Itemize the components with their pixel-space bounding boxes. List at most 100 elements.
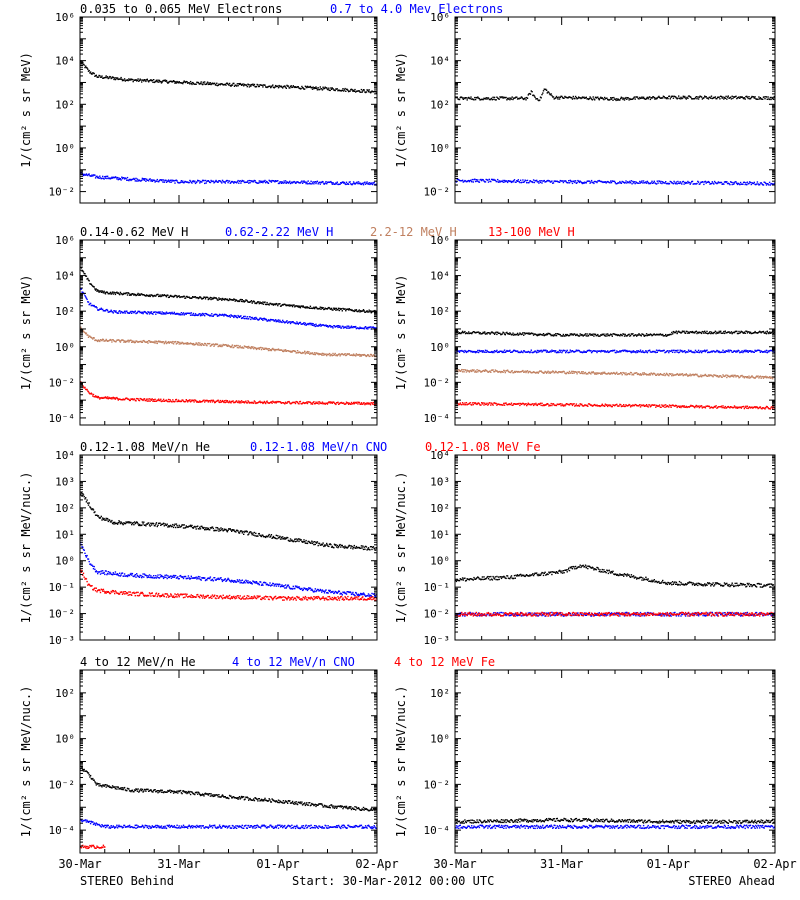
data-point (197, 296, 199, 299)
data-point (587, 335, 589, 337)
data-point (490, 97, 493, 100)
data-point (484, 331, 486, 333)
data-point (691, 351, 693, 353)
data-point (497, 331, 499, 333)
data-point (732, 181, 734, 184)
data-point (736, 97, 738, 100)
data-point (496, 349, 498, 352)
data-point (496, 180, 498, 183)
data-point (220, 344, 222, 346)
data-point (136, 311, 139, 314)
data-point (301, 403, 303, 405)
data-point (525, 180, 527, 182)
data-point (710, 332, 712, 335)
data-point (700, 332, 703, 335)
data-point (289, 350, 291, 352)
data-point (126, 341, 128, 343)
data-point (272, 400, 274, 402)
data-point (155, 311, 158, 313)
data-point (158, 398, 160, 400)
data-point (163, 313, 165, 315)
data-point (117, 292, 119, 294)
data-point (517, 334, 519, 336)
data-point (647, 181, 649, 184)
data-point (613, 350, 615, 352)
data-point (238, 300, 241, 303)
data-point (330, 180, 332, 183)
data-point (217, 84, 219, 86)
data-point (563, 180, 565, 182)
data-point (342, 88, 344, 90)
data-point (91, 337, 93, 339)
data-point (609, 182, 611, 184)
data-point (322, 324, 324, 326)
data-point (516, 180, 519, 182)
data-point (587, 98, 590, 101)
data-point (128, 78, 130, 80)
data-point (498, 351, 500, 353)
data-point (284, 349, 287, 351)
data-point (160, 82, 163, 84)
data-point (632, 350, 635, 352)
data-point (260, 317, 262, 319)
data-point (293, 180, 295, 183)
data-point (662, 349, 665, 352)
data-point (248, 86, 251, 88)
data-point (628, 182, 630, 184)
data-point (85, 297, 88, 299)
data-point (239, 345, 241, 347)
data-point (366, 326, 368, 329)
data-point (124, 292, 127, 295)
data-point (244, 300, 246, 302)
data-point (482, 370, 484, 372)
data-point (261, 180, 263, 183)
data-point (176, 80, 178, 83)
data-point (126, 397, 128, 399)
data-point (141, 177, 144, 180)
data-point (768, 98, 771, 101)
data-point (99, 290, 102, 292)
data-point (279, 305, 282, 307)
data-point (768, 184, 770, 186)
data-point (190, 312, 192, 314)
data-point (311, 402, 313, 404)
data-point (650, 182, 652, 184)
data-point (87, 279, 90, 281)
data-point (696, 350, 698, 353)
data-point (464, 349, 466, 352)
data-point (218, 83, 221, 86)
data-point (703, 332, 705, 334)
data-point (484, 98, 486, 100)
data-point (651, 180, 653, 182)
data-point (128, 399, 131, 402)
data-point (184, 342, 187, 345)
data-point (284, 322, 286, 324)
data-point (106, 309, 109, 312)
data-point (721, 332, 723, 334)
data-point (184, 400, 187, 403)
data-point (699, 351, 701, 353)
data-point (497, 371, 499, 373)
data-point (503, 96, 505, 98)
data-point (174, 400, 176, 403)
data-point (123, 292, 126, 295)
data-point (688, 181, 691, 184)
data-point (158, 81, 160, 83)
data-point (768, 332, 770, 335)
data-point (128, 341, 130, 343)
data-point (257, 301, 260, 303)
data-point (253, 317, 256, 319)
data-point (182, 180, 184, 182)
data-point (355, 325, 357, 328)
data-point (211, 313, 213, 315)
data-point (574, 181, 576, 184)
data-point (301, 182, 304, 184)
data-point (255, 302, 258, 305)
data-point (335, 182, 337, 184)
data-point (197, 342, 200, 344)
data-point (102, 177, 105, 180)
data-point (322, 403, 324, 405)
data-point (555, 351, 558, 354)
data-point (506, 99, 508, 101)
data-point (535, 98, 537, 100)
